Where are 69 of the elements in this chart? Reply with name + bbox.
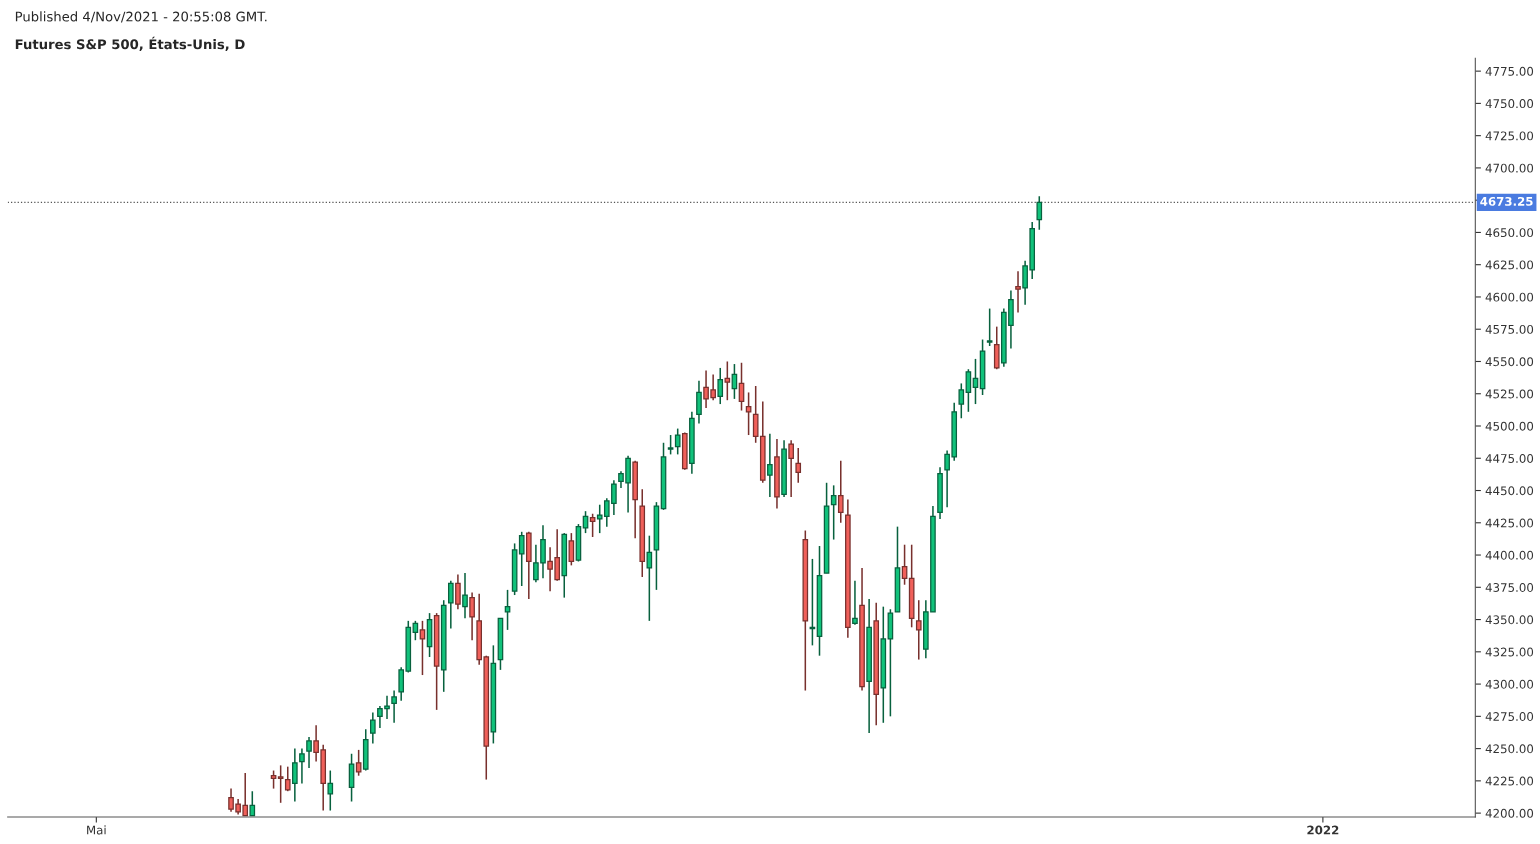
- y-tick-label: 4425.00: [1485, 518, 1534, 528]
- candlestick: [327, 769, 334, 812]
- chart-title: Futures S&P 500, États-Unis, D: [15, 36, 245, 51]
- candlestick: [306, 736, 312, 769]
- candlestick: [767, 432, 773, 498]
- y-tick-label: 4475.00: [1485, 453, 1534, 463]
- candlestick: [582, 510, 589, 534]
- candlestick: [518, 531, 525, 587]
- candlestick: [696, 380, 702, 425]
- y-tick-label: 4400.00: [1485, 550, 1534, 560]
- y-tick-label: 4325.00: [1485, 647, 1534, 657]
- candlestick: [674, 427, 681, 456]
- y-tick-label: 4525.00: [1485, 389, 1534, 399]
- text: Published 4/Nov/2021 - 20:55:08 GMT.: [15, 11, 267, 23]
- candlestick: [249, 790, 256, 817]
- candlestick: [795, 447, 802, 484]
- y-tick-label: 4350.00: [1485, 615, 1534, 625]
- candlestick: [788, 439, 794, 498]
- x-tick-label: 2022: [1307, 825, 1339, 835]
- y-tick-label: 4600.00: [1485, 292, 1534, 302]
- candlestick: [717, 367, 724, 405]
- candlestick: [447, 580, 454, 630]
- y-tick-label: 4775.00: [1485, 66, 1534, 76]
- candlestick: [965, 368, 972, 413]
- candlestick: [355, 749, 362, 777]
- candlestick: [986, 307, 993, 347]
- y-tick-label: 4250.00: [1485, 744, 1534, 754]
- y-tick-label: 4725.00: [1485, 131, 1534, 141]
- y-tick-label: 4575.00: [1485, 324, 1534, 334]
- candlestick: [993, 325, 1000, 370]
- y-tick-label: 4750.00: [1485, 99, 1534, 109]
- y-tick-label: 4375.00: [1485, 583, 1534, 592]
- y-tick-label: 4500.00: [1485, 421, 1534, 431]
- candlestick: [1015, 270, 1021, 314]
- candlestick: [830, 484, 837, 541]
- candlestick: [299, 747, 305, 785]
- candlestick: [419, 620, 426, 676]
- y-tick-label: 4450.00: [1485, 486, 1534, 496]
- candlestick: [462, 572, 468, 620]
- y-tick-label: 4625.00: [1485, 260, 1534, 270]
- y-tick-label: 4275.00: [1485, 712, 1534, 721]
- candlestick: [469, 591, 475, 641]
- candlestick: [646, 534, 653, 622]
- y-tick-label: 4225.00: [1485, 776, 1534, 786]
- candlestick: [724, 360, 731, 401]
- candlestick: [270, 769, 277, 790]
- candlestick: [391, 689, 397, 724]
- candlestick: [370, 711, 376, 745]
- candlestick: [852, 580, 858, 626]
- candlestick: [348, 752, 355, 803]
- candlestick: [284, 765, 291, 792]
- candlestick: [1036, 195, 1043, 231]
- y-tick-label: 4200.00: [1485, 808, 1534, 818]
- candlestick: [901, 543, 908, 586]
- candlestick: [958, 382, 965, 420]
- candlestick: [667, 434, 674, 456]
- candlestick: [455, 573, 461, 611]
- x-tick-label: Mai: [87, 825, 106, 835]
- candlestick: [568, 532, 575, 567]
- y-tick-label: 4550.00: [1485, 357, 1534, 367]
- ref-line-label: 4673.25: [1480, 196, 1533, 206]
- candlestick: [589, 512, 596, 538]
- y-tick-label: 4700.00: [1485, 163, 1534, 173]
- candlestick: [292, 747, 298, 803]
- y-tick-label: 4300.00: [1485, 679, 1534, 689]
- y-tick-label: 4650.00: [1485, 228, 1534, 238]
- candlestick: [837, 460, 844, 524]
- candlestick: [915, 599, 922, 661]
- candlestick: [277, 764, 284, 804]
